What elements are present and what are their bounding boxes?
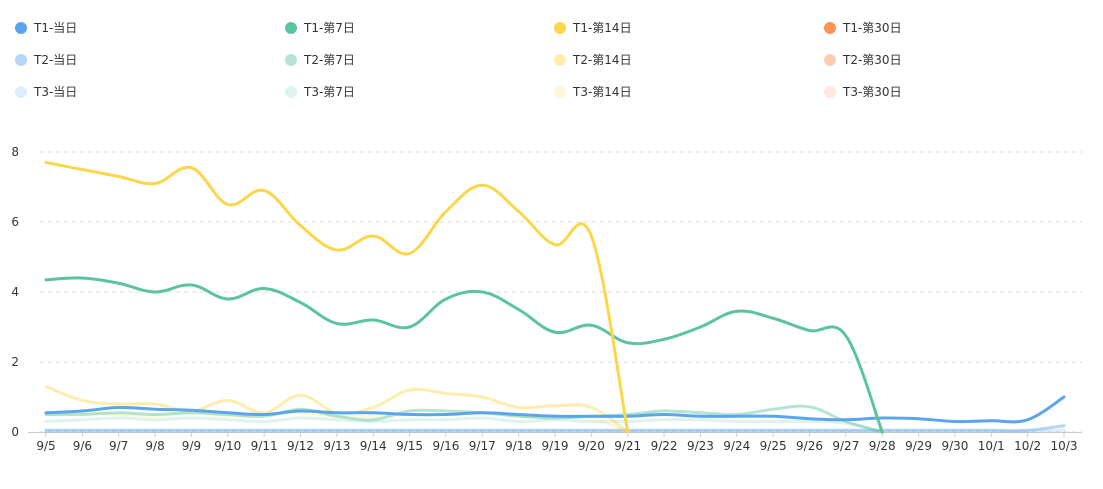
legend-label: T2-第14日 [572,53,632,67]
series-10-line [44,416,884,434]
y-tick-label: 0 [11,425,19,439]
x-tick-label: 9/29 [905,439,932,453]
legend-label: T3-当日 [33,85,77,99]
x-tick-label: 9/19 [542,439,569,453]
y-tick-label: 4 [11,285,19,299]
legend: T1-当日 T1-第7日 T1-第14日 T1-第30日 T2-当日 T2-第7日 T2-第… [15,21,902,99]
legend-label: T1-当日 [33,21,77,35]
x-tick-label: 10/1 [978,439,1005,453]
legend-item[interactable]: T3-第14日 [554,85,632,99]
legend-marker [824,22,836,34]
legend-item[interactable]: T2-第7日 [285,53,355,67]
legend-marker [824,54,836,66]
legend-label: T2-当日 [33,53,77,67]
y-tick-label: 2 [11,355,19,369]
series-1-line [44,395,1066,424]
grid [40,151,1082,433]
legend-marker [285,86,297,98]
x-axis: 9/5 9/6 9/7 9/8 9/9 9/10 9/11 9/12 9/13 9/14 9/15 9… [28,432,1082,453]
y-axis: 0 2 4 6 8 [11,145,19,439]
x-tick-label: 9/18 [505,439,532,453]
x-tick-label: 9/15 [396,439,423,453]
x-tick-label: 9/27 [832,439,859,453]
legend-label: T1-第7日 [303,21,355,35]
x-tick-label: 9/12 [287,439,314,453]
legend-label: T2-第30日 [842,53,902,67]
series-3-line [44,161,630,434]
x-tick-label: 9/21 [614,439,641,453]
legend-marker [554,86,566,98]
x-tick-label: 9/17 [469,439,496,453]
series-5-line [44,424,1066,433]
x-tick-label: 9/30 [941,439,968,453]
legend-label: T3-第14日 [572,85,632,99]
x-tick-label: 9/8 [145,439,164,453]
legend-item[interactable]: T1-第14日 [554,21,632,35]
legend-label: T1-第30日 [842,21,902,35]
x-tick-label: 9/10 [214,439,241,453]
y-tick-label: 6 [11,215,19,229]
x-tick-label: 9/22 [651,439,678,453]
legend-item[interactable]: T2-当日 [15,53,77,67]
legend-label: T2-第7日 [303,53,355,67]
legend-label: T3-第30日 [842,85,902,99]
legend-item[interactable]: T3-第30日 [824,85,902,99]
series-2-line [44,276,884,434]
legend-marker [554,22,566,34]
x-tick-label: 10/3 [1051,439,1078,453]
series-9-line [44,428,1066,433]
legend-item[interactable]: T3-第7日 [285,85,355,99]
legend-marker [285,54,297,66]
x-tick-label: 9/14 [360,439,387,453]
legend-item[interactable]: T1-当日 [15,21,77,35]
series-lines [44,161,1066,434]
legend-item[interactable]: T2-第30日 [824,53,902,67]
x-tick-label: 9/5 [36,439,55,453]
y-tick-label: 8 [11,145,19,159]
x-tick-label: 9/7 [109,439,128,453]
legend-item[interactable]: T2-第14日 [554,53,632,67]
x-tick-label: 9/16 [432,439,459,453]
x-tick-label: 9/26 [796,439,823,453]
x-tick-label: 9/13 [323,439,350,453]
x-tick-label: 9/11 [251,439,278,453]
legend-marker [15,86,27,98]
series-6-line [44,404,884,434]
x-tick-label: 10/2 [1014,439,1041,453]
x-tick-label: 9/9 [182,439,201,453]
legend-marker [15,22,27,34]
legend-label: T3-第7日 [303,85,355,99]
x-tick-label: 9/20 [578,439,605,453]
x-tick-label: 9/6 [73,439,92,453]
legend-item[interactable]: T1-第7日 [285,21,355,35]
x-tick-label: 9/28 [869,439,896,453]
legend-label: T1-第14日 [572,21,632,35]
legend-marker [15,54,27,66]
legend-marker [285,22,297,34]
x-tick-label: 9/24 [723,439,750,453]
legend-marker [824,86,836,98]
legend-marker [554,54,566,66]
legend-item[interactable]: T1-第30日 [824,21,902,35]
legend-item[interactable]: T3-当日 [15,85,77,99]
x-tick-label: 9/23 [687,439,714,453]
x-tick-label: 9/25 [760,439,787,453]
